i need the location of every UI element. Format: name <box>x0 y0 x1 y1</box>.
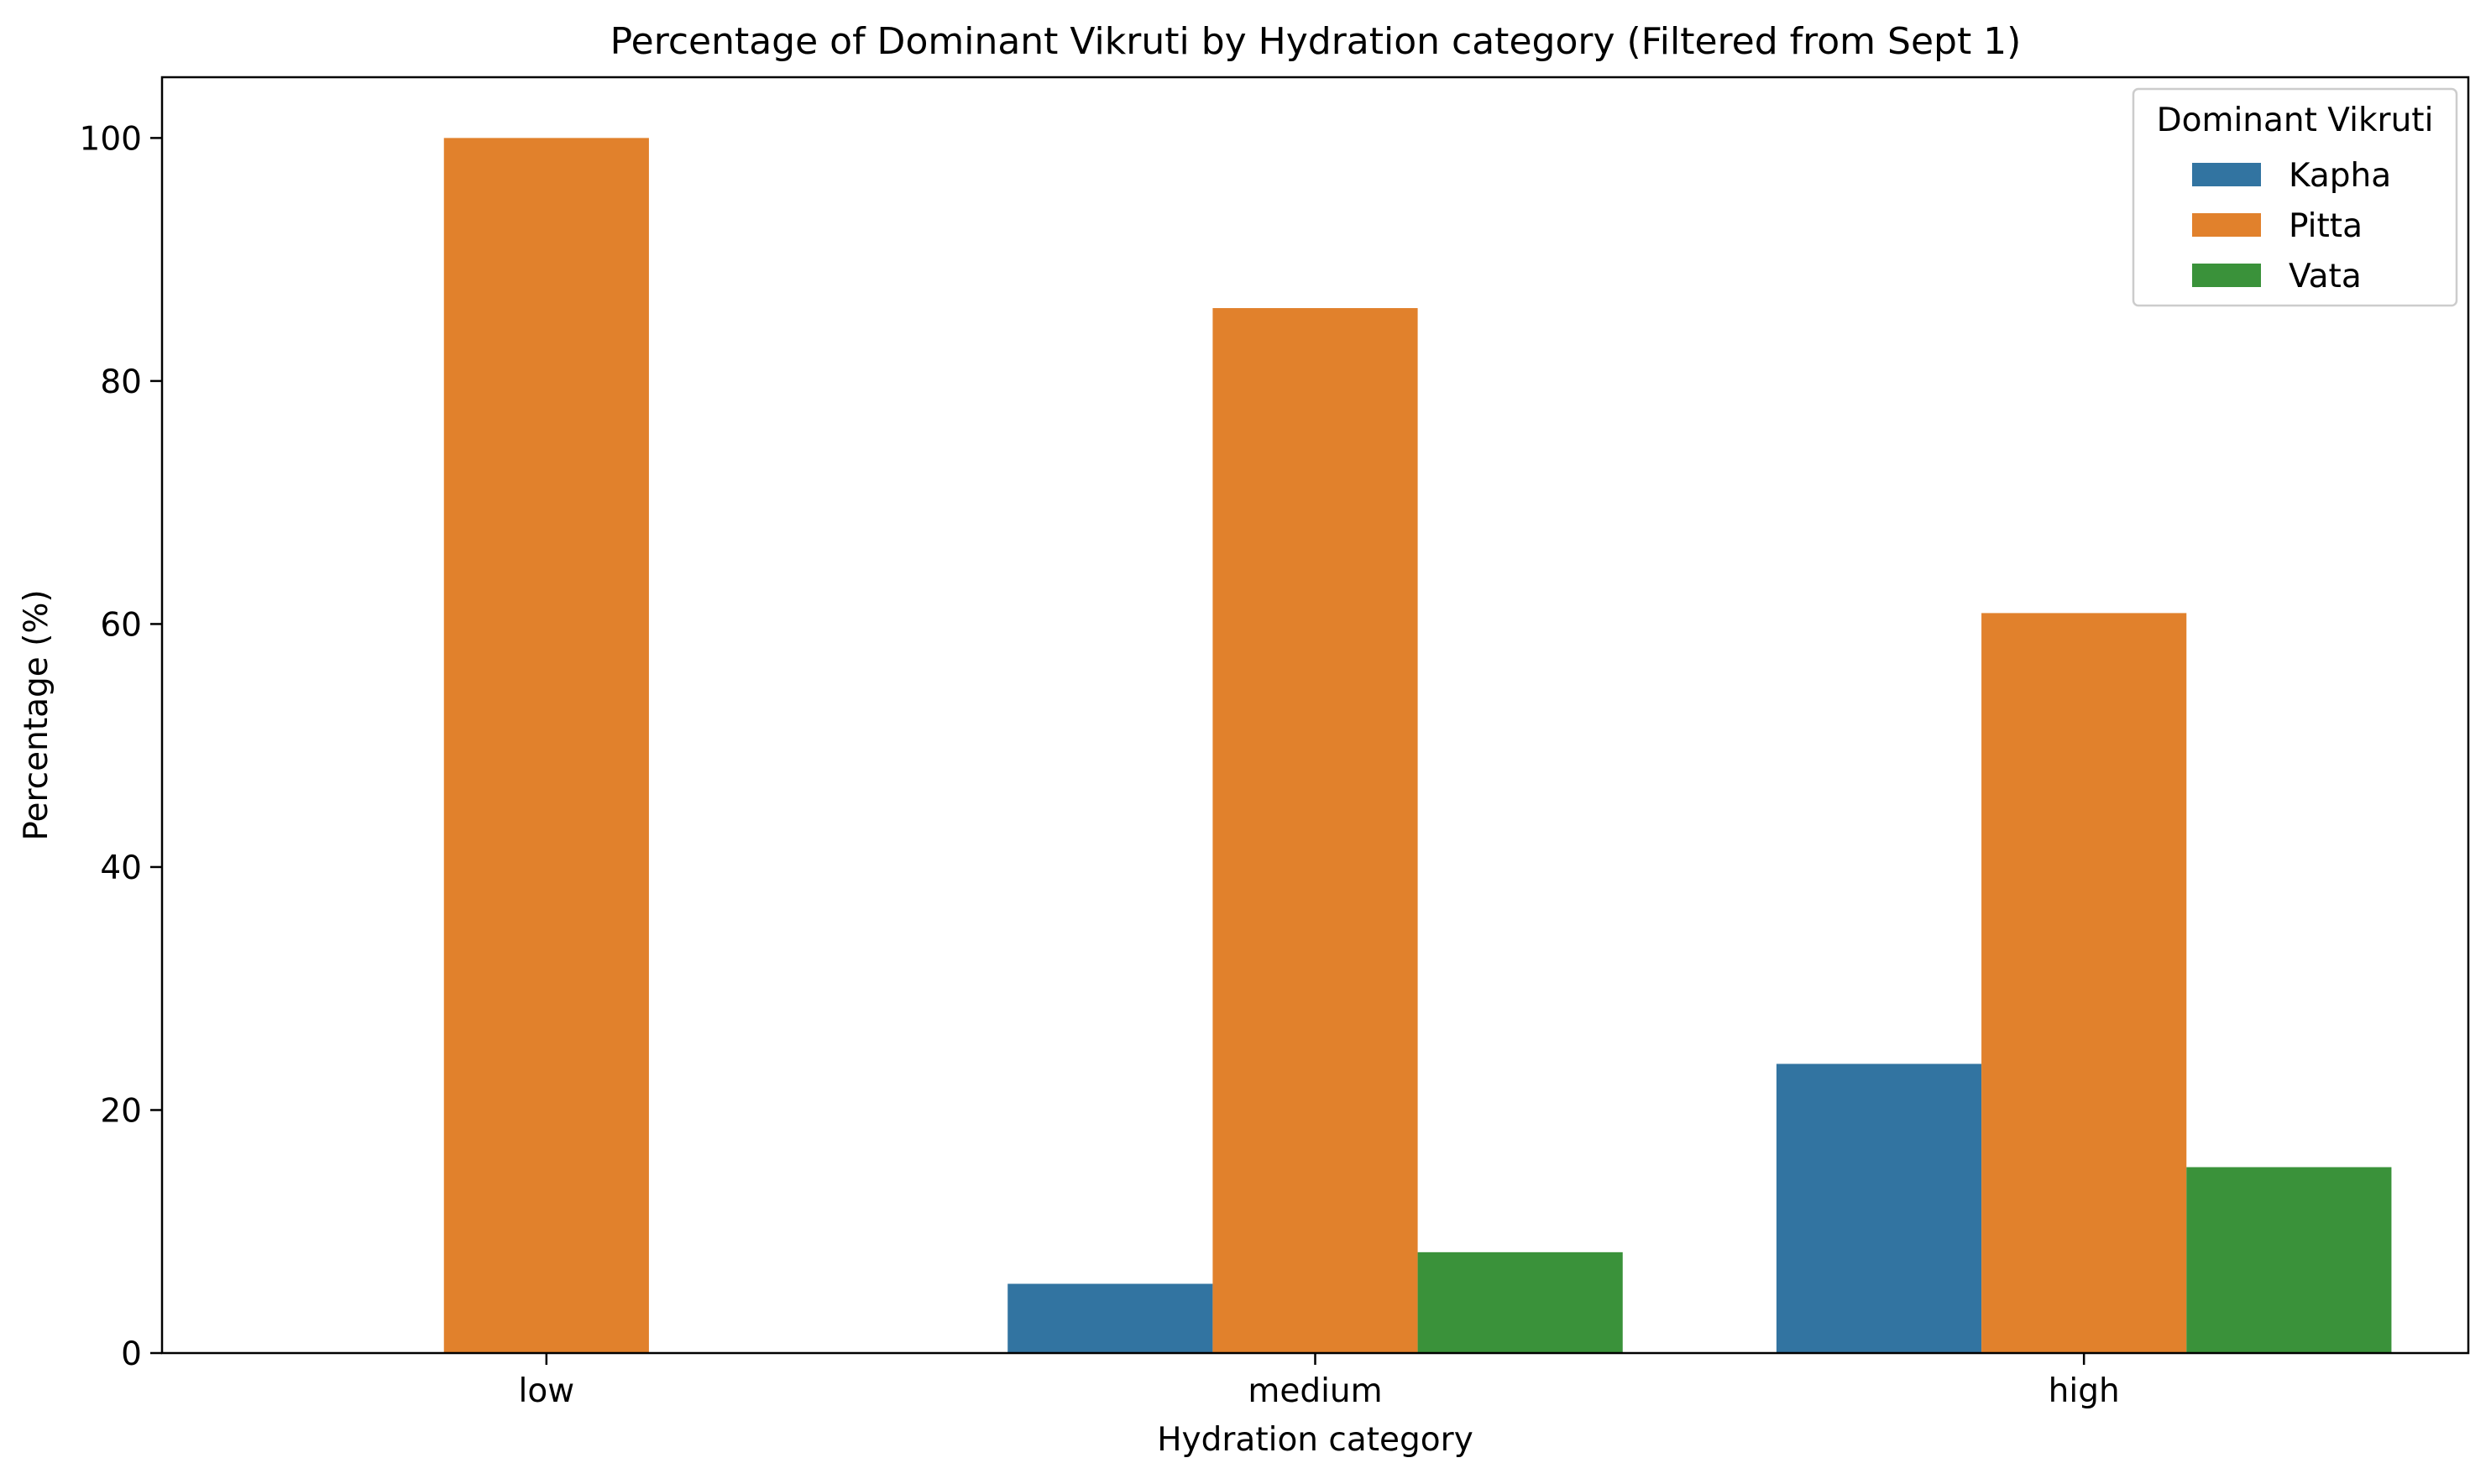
y-tick-label: 60 <box>100 606 142 644</box>
legend-box <box>2132 87 2458 307</box>
legend-swatch-kapha <box>2192 163 2261 186</box>
plot-frame <box>160 76 2470 1355</box>
x-tick-label-high: high <box>2049 1372 2120 1410</box>
y-tick-label: 40 <box>100 849 142 887</box>
legend-label-kapha: Kapha <box>2289 157 2391 195</box>
bar-pitta-high <box>1981 613 2187 1353</box>
chart-title: Percentage of Dominant Vikruti by Hydrat… <box>610 20 2022 63</box>
y-axis-label: Percentage (%) <box>18 589 55 840</box>
bar-pitta-medium <box>1212 308 1418 1353</box>
y-tick-label: 0 <box>121 1335 142 1373</box>
x-axis-label: Hydration category <box>1157 1421 1473 1459</box>
legend-title: Dominant Vikruti <box>2157 102 2434 139</box>
bars-group <box>443 138 2392 1353</box>
legend-label-vata: Vata <box>2289 258 2362 295</box>
bar-vata-high <box>2186 1167 2392 1353</box>
y-tick-label: 100 <box>80 120 142 158</box>
legend-label-pitta: Pitta <box>2289 207 2363 245</box>
bar-pitta-low <box>443 138 649 1353</box>
legend-entries: Kapha Pitta Vata <box>2192 157 2391 295</box>
bar-vata-medium <box>1417 1251 1623 1353</box>
y-tick-label: 20 <box>100 1092 142 1130</box>
bar-kapha-medium <box>1007 1283 1213 1353</box>
legend: Dominant Vikruti Kapha Pitta Vata <box>2132 87 2458 307</box>
y-axis-ticks: 0 20 40 60 80 100 <box>80 120 162 1373</box>
x-axis-ticks: low medium high <box>519 1353 2120 1410</box>
bar-kapha-high <box>1776 1063 1982 1353</box>
x-tick-label-low: low <box>519 1372 575 1410</box>
legend-swatch-pitta <box>2192 213 2261 237</box>
y-tick-label: 80 <box>100 363 142 401</box>
x-tick-label-medium: medium <box>1248 1372 1382 1410</box>
legend-swatch-vata <box>2192 264 2261 287</box>
